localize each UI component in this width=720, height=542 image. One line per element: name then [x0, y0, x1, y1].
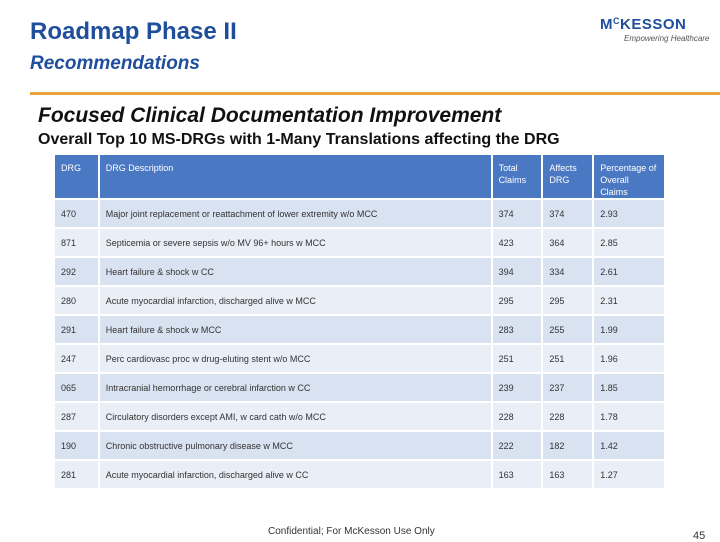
header-percentage: Percentage of Overall Claims: [593, 155, 666, 200]
total-claims: 163: [491, 460, 544, 490]
total-claims: 222: [491, 431, 544, 461]
slide-subtitle: Recommendations: [30, 53, 200, 74]
table-row: 280 Acute myocardial infarction, dischar…: [55, 286, 666, 316]
header-affects-drg: Affects DRG: [542, 155, 595, 200]
drg-description: Heart failure & shock w MCC: [98, 315, 493, 345]
total-claims: 295: [491, 286, 544, 316]
drg-description: Chronic obstructive pulmonary disease w …: [98, 431, 493, 461]
table-row: 190 Chronic obstructive pulmonary diseas…: [55, 431, 666, 461]
drg-code: 247: [55, 344, 100, 374]
affects-drg: 374: [542, 199, 595, 229]
total-claims: 394: [491, 257, 544, 287]
drg-code: 470: [55, 199, 100, 229]
drg-code: 287: [55, 402, 100, 432]
total-claims: 239: [491, 373, 544, 403]
affects-drg: 182: [542, 431, 595, 461]
percentage: 1.42: [593, 431, 666, 461]
percentage: 2.85: [593, 228, 666, 258]
percentage: 1.78: [593, 402, 666, 432]
total-claims: 228: [491, 402, 544, 432]
drg-table: DRG DRG Description Total Claims Affects…: [55, 155, 666, 490]
affects-drg: 364: [542, 228, 595, 258]
logo-tagline: Empowering Healthcare: [624, 34, 710, 43]
drg-code: 291: [55, 315, 100, 345]
table-row: 871 Septicemia or severe sepsis w/o MV 9…: [55, 228, 666, 258]
affects-drg: 251: [542, 344, 595, 374]
drg-code: 871: [55, 228, 100, 258]
affects-drg: 255: [542, 315, 595, 345]
drg-description: Intracranial hemorrhage or cerebral infa…: [98, 373, 493, 403]
percentage: 1.85: [593, 373, 666, 403]
table-header-row: DRG DRG Description Total Claims Affects…: [55, 155, 666, 200]
confidential-footer: Confidential; For McKesson Use Only: [268, 526, 435, 537]
affects-drg: 228: [542, 402, 595, 432]
section-subheading: Overall Top 10 MS-DRGs with 1-Many Trans…: [38, 131, 560, 148]
percentage: 2.31: [593, 286, 666, 316]
drg-description: Perc cardiovasc proc w drug-eluting sten…: [98, 344, 493, 374]
table-row: 247 Perc cardiovasc proc w drug-eluting …: [55, 344, 666, 374]
logo-wordmark: M C KESSON: [600, 16, 687, 33]
drg-description: Heart failure & shock w CC: [98, 257, 493, 287]
header-divider: [30, 92, 720, 95]
table-row: 287 Circulatory disorders except AMI, w …: [55, 402, 666, 432]
affects-drg: 163: [542, 460, 595, 490]
table-row: 065 Intracranial hemorrhage or cerebral …: [55, 373, 666, 403]
page-number: 45: [693, 530, 706, 542]
slide-title: Roadmap Phase II: [30, 18, 237, 45]
drg-description: Acute myocardial infarction, discharged …: [98, 460, 493, 490]
affects-drg: 295: [542, 286, 595, 316]
percentage: 2.93: [593, 199, 666, 229]
drg-code: 292: [55, 257, 100, 287]
total-claims: 283: [491, 315, 544, 345]
total-claims: 423: [491, 228, 544, 258]
drg-description: Major joint replacement or reattachment …: [98, 199, 493, 229]
header-total-claims: Total Claims: [491, 155, 544, 200]
section-heading: Focused Clinical Documentation Improveme…: [38, 104, 502, 127]
table-row: 291 Heart failure & shock w MCC 283 255 …: [55, 315, 666, 345]
percentage: 1.27: [593, 460, 666, 490]
mckesson-logo: M C KESSON Empowering Healthcare: [600, 16, 710, 43]
table-row: 292 Heart failure & shock w CC 394 334 2…: [55, 257, 666, 287]
affects-drg: 334: [542, 257, 595, 287]
header-drg: DRG: [55, 155, 100, 200]
percentage: 2.61: [593, 257, 666, 287]
drg-description: Acute myocardial infarction, discharged …: [98, 286, 493, 316]
total-claims: 374: [491, 199, 544, 229]
drg-description: Septicemia or severe sepsis w/o MV 96+ h…: [98, 228, 493, 258]
header-description: DRG Description: [98, 155, 493, 200]
drg-description: Circulatory disorders except AMI, w card…: [98, 402, 493, 432]
table-row: 281 Acute myocardial infarction, dischar…: [55, 460, 666, 490]
affects-drg: 237: [542, 373, 595, 403]
drg-code: 280: [55, 286, 100, 316]
drg-code: 281: [55, 460, 100, 490]
drg-code: 065: [55, 373, 100, 403]
total-claims: 251: [491, 344, 544, 374]
table-row: 470 Major joint replacement or reattachm…: [55, 199, 666, 229]
percentage: 1.99: [593, 315, 666, 345]
drg-code: 190: [55, 431, 100, 461]
percentage: 1.96: [593, 344, 666, 374]
